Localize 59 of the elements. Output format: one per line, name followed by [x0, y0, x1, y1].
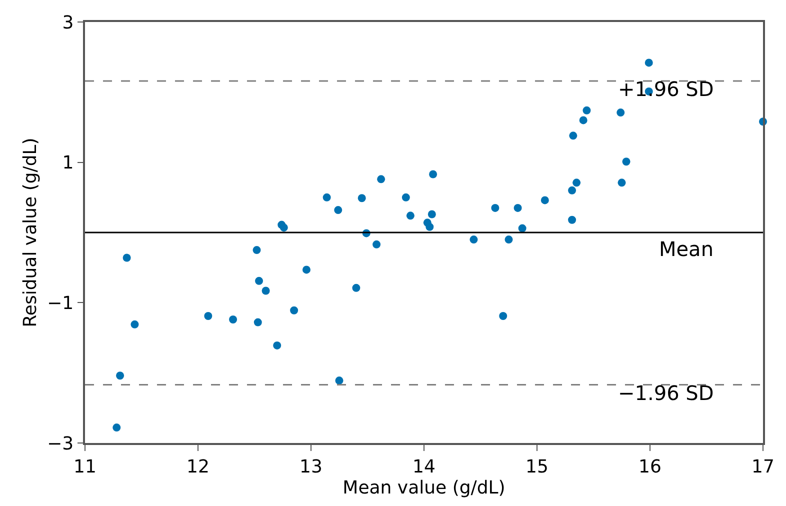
- x-tick-label: 11: [74, 456, 96, 478]
- point: [470, 236, 478, 244]
- point: [504, 236, 513, 244]
- point: [579, 116, 588, 124]
- point: [352, 284, 360, 292]
- point: [622, 158, 630, 166]
- y-tick-label: 3: [62, 12, 74, 34]
- point: [569, 132, 578, 140]
- point: [334, 206, 342, 214]
- point: [280, 224, 288, 232]
- y-axis-title: Residual value (g/dL): [20, 138, 41, 328]
- x-tick-label: 16: [638, 456, 662, 478]
- x-tick-label: 14: [412, 456, 436, 478]
- point: [112, 424, 121, 432]
- point: [616, 108, 625, 117]
- point: [372, 240, 381, 248]
- point: [491, 204, 500, 212]
- x-tick-label: 12: [186, 456, 210, 478]
- point: [229, 316, 238, 324]
- point: [322, 193, 331, 202]
- y-tick-label: −3: [47, 433, 74, 454]
- point: [572, 178, 581, 187]
- point: [644, 58, 653, 67]
- point: [618, 178, 626, 187]
- point: [116, 372, 124, 380]
- point: [122, 254, 131, 262]
- ref-line-label: −1.96 SD: [618, 381, 714, 405]
- point: [568, 186, 576, 194]
- point: [252, 246, 261, 254]
- point: [428, 210, 436, 218]
- point: [254, 318, 262, 326]
- ref-line-label: Mean: [659, 237, 714, 261]
- point: [406, 212, 414, 220]
- point: [290, 306, 298, 314]
- y-tick-label: −1: [47, 292, 74, 314]
- point: [262, 286, 270, 295]
- point: [377, 175, 386, 184]
- x-tick-label: 15: [526, 456, 548, 478]
- point: [518, 224, 526, 232]
- y-tick-label: 1: [62, 152, 74, 174]
- point: [402, 193, 410, 202]
- ref-line-label: +1.96 SD: [618, 77, 714, 101]
- point: [540, 196, 549, 204]
- point: [302, 266, 310, 274]
- point: [255, 276, 264, 285]
- point: [273, 341, 282, 350]
- x-axis-title: Mean value (g/dL): [342, 477, 506, 498]
- point: [358, 194, 366, 202]
- x-tick-label: 13: [300, 456, 322, 478]
- x-tick-label: 17: [752, 456, 774, 478]
- point: [130, 320, 139, 328]
- point: [204, 312, 212, 320]
- point: [429, 170, 438, 178]
- point: [499, 312, 508, 320]
- point: [426, 222, 434, 231]
- point: [514, 204, 522, 212]
- point: [582, 106, 591, 114]
- point: [335, 376, 344, 385]
- point: [568, 216, 576, 224]
